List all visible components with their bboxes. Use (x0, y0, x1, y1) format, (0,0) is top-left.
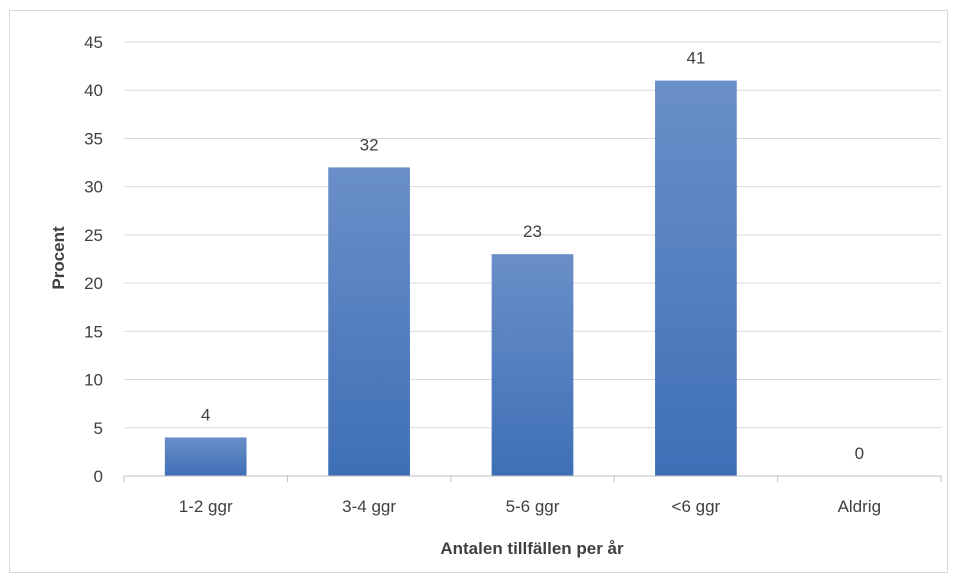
y-tick-labels: 0 5 10 15 20 25 30 35 40 45 (84, 33, 103, 486)
y-tick-label-0: 0 (94, 467, 103, 486)
y-axis-title: Procent (49, 226, 68, 290)
y-tick-label-10: 10 (84, 371, 103, 390)
y-tick-label-25: 25 (84, 226, 103, 245)
y-tick-label-15: 15 (84, 322, 103, 341)
y-tick-label-5: 5 (94, 419, 103, 438)
y-tick-label-40: 40 (84, 81, 103, 100)
x-axis (123, 475, 942, 482)
y-tick-label-45: 45 (84, 33, 103, 52)
data-labels: 4 32 23 41 0 (201, 49, 864, 463)
data-label-4: 41 (686, 49, 705, 68)
chart-frame (9, 10, 948, 573)
x-tick-labels: 1-2 ggr 3-4 ggr 5-6 ggr <6 ggr Aldrig (179, 497, 881, 516)
data-label-1: 4 (201, 405, 210, 424)
bar-3 (491, 254, 574, 476)
x-tick-label-3: 5-6 ggr (506, 497, 560, 516)
y-tick-label-20: 20 (84, 274, 103, 293)
x-tick-label-1: 1-2 ggr (179, 497, 233, 516)
y-tick-label-35: 35 (84, 129, 103, 148)
data-label-3: 23 (523, 222, 542, 241)
data-label-5: 0 (855, 444, 864, 463)
y-tick-label-30: 30 (84, 178, 103, 197)
bar-2 (328, 167, 410, 476)
x-axis-title: Antalen tillfällen per år (440, 539, 624, 558)
x-tick-label-2: 3-4 ggr (342, 497, 396, 516)
bar-1 (164, 437, 247, 476)
x-tick-label-5: Aldrig (838, 497, 881, 516)
gridlines (124, 41, 941, 429)
data-label-2: 32 (360, 135, 379, 154)
bar-4 (655, 80, 737, 477)
x-tick-label-4: <6 ggr (672, 497, 721, 516)
bars (164, 80, 737, 477)
